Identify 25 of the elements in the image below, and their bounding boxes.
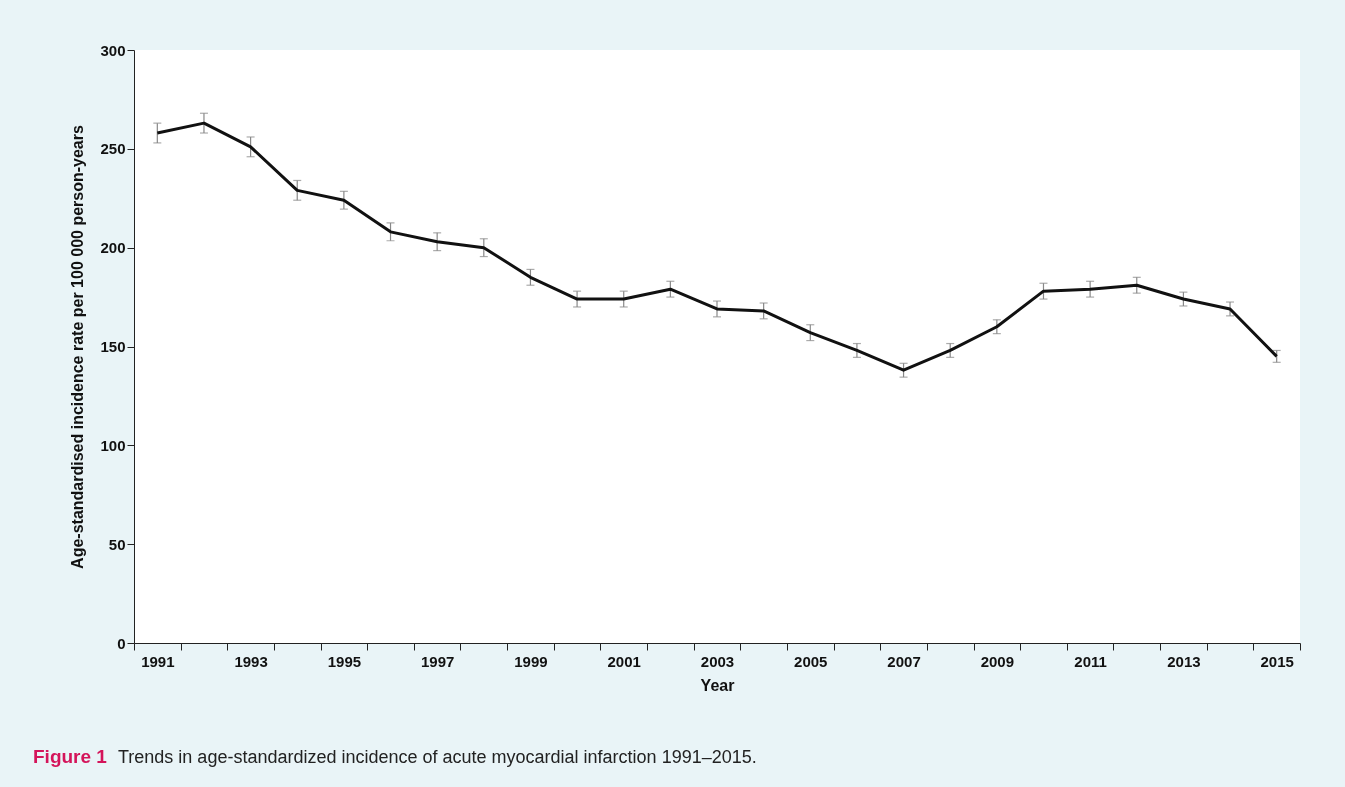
x-tick-label: 1999 (514, 652, 548, 670)
y-tick-label: 0 (117, 634, 126, 652)
x-tick-label: 2007 (887, 652, 921, 670)
y-tick-label: 50 (108, 535, 126, 553)
line-series (155, 121, 1279, 372)
y-tick-label: 150 (100, 338, 126, 355)
x-tick-label: 1997 (420, 652, 455, 670)
x-axis-title: Year (700, 676, 735, 694)
x-tick-label: 2009 (980, 652, 1015, 670)
x-tick-label: 1991 (141, 652, 175, 670)
y-tick-label: 200 (100, 239, 126, 257)
y-axis-title: Age-standardised incidence rate per 100 000 person-years (69, 125, 87, 569)
y-tick-label: 300 (100, 41, 126, 59)
x-tick-label: 2001 (607, 652, 641, 670)
text: Trends in age-standardized incidence of acute myocardial infarction 1991–2015. (118, 747, 757, 767)
y-tick-label: 100 (100, 436, 126, 454)
x-tick-label: 2005 (794, 652, 828, 670)
y-tick-label: 250 (100, 140, 126, 158)
x-tick-label: 2011 (1074, 652, 1107, 670)
x-tick-label: 1993 (234, 652, 268, 670)
x-tick-label: 1995 (327, 652, 362, 670)
x-tick-label: 2013 (1167, 652, 1201, 670)
x-tick-label: 2003 (700, 652, 735, 670)
x-tick-label: 2015 (1260, 652, 1294, 670)
text: Figure 1 (33, 746, 108, 767)
